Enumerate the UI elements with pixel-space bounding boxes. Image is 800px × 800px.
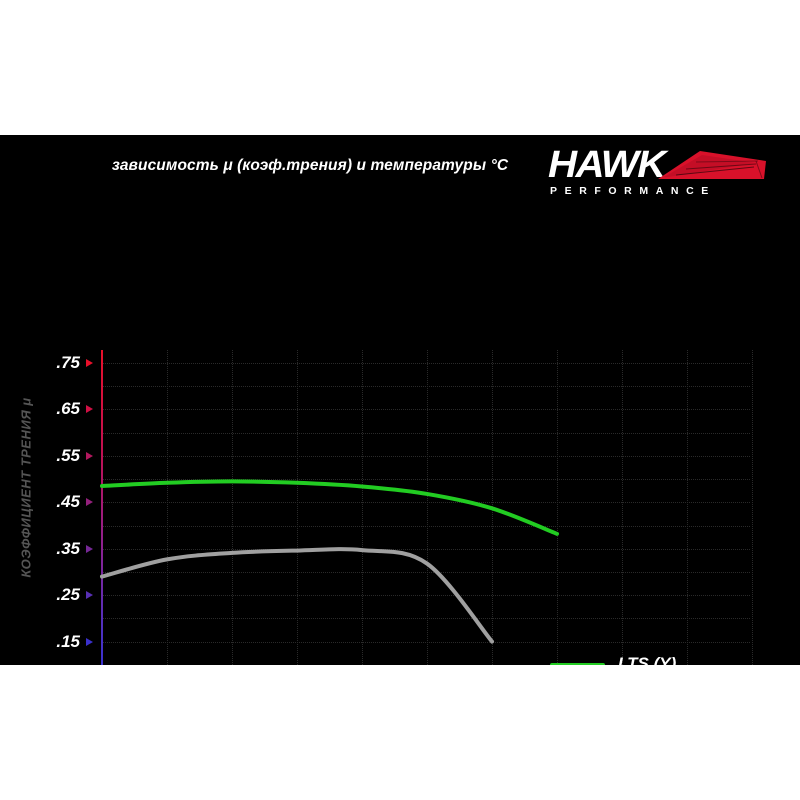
gridline-horizontal: [102, 363, 750, 365]
gridline-horizontal: [102, 548, 750, 551]
gridline-vertical: [427, 350, 429, 665]
y-tick-label: .45: [56, 492, 80, 512]
gridline-horizontal: [102, 386, 750, 388]
hawk-logo: HAWK PERFORMANCE: [548, 145, 766, 201]
y-tick-label: .35: [56, 538, 80, 558]
gridline-vertical: [687, 350, 689, 665]
y-tick-arrow-icon: [86, 544, 93, 553]
y-tick-label: .65: [56, 399, 80, 419]
y-tick-arrow-icon: [86, 359, 93, 367]
gridline-horizontal: [102, 479, 750, 481]
gridline-horizontal: [102, 595, 750, 597]
y-axis-title: КОЭФФИЦИЕНТ ТРЕНИЯ μ: [18, 397, 34, 578]
gridline-vertical: [752, 350, 754, 665]
y-tick-label: .25: [56, 585, 80, 605]
gridline-horizontal: [102, 432, 750, 435]
y-tick-label: .15: [56, 631, 80, 651]
gridline-horizontal: [102, 571, 750, 574]
gridline-horizontal: [102, 525, 750, 528]
y-tick-arrow-icon: [86, 591, 93, 600]
chart-legend: LTS (Y)OEM: [550, 653, 740, 665]
gridline-horizontal: [102, 618, 750, 620]
y-axis-line: [101, 350, 103, 665]
hawk-tagline: PERFORMANCE: [550, 185, 716, 197]
chart-gridlines: [102, 350, 753, 665]
legend-item[interactable]: LTS (Y): [550, 653, 740, 665]
chart-title: зависимость μ (коэф.трения) и температур…: [111, 157, 509, 174]
y-tick-arrow-icon: [86, 451, 93, 460]
y-tick-label: .75: [56, 353, 80, 372]
gridline-horizontal: [102, 455, 750, 458]
y-tick-arrow-icon: [86, 405, 93, 414]
y-tick-label: .55: [56, 445, 80, 465]
gridline-horizontal: [102, 409, 750, 411]
gridline-horizontal: [102, 641, 750, 644]
gridline-horizontal: [102, 502, 750, 504]
hawk-wing-icon: [658, 151, 766, 179]
y-tick-arrow-icon: [86, 498, 93, 507]
gridline-vertical: [622, 350, 624, 665]
legend-swatch: [550, 663, 605, 665]
gridline-vertical: [167, 350, 169, 665]
gridline-vertical: [232, 350, 234, 665]
gridline-vertical: [297, 350, 299, 665]
chart-panel: зависимость μ (коэф.трения) и температур…: [0, 135, 800, 665]
gridline-vertical: [492, 350, 494, 665]
y-tick-arrow-icon: [86, 637, 93, 646]
gridline-vertical: [362, 350, 364, 665]
gridline-vertical: [557, 350, 559, 665]
legend-label: LTS (Y): [618, 654, 677, 665]
hawk-wordmark: HAWK: [548, 144, 666, 186]
